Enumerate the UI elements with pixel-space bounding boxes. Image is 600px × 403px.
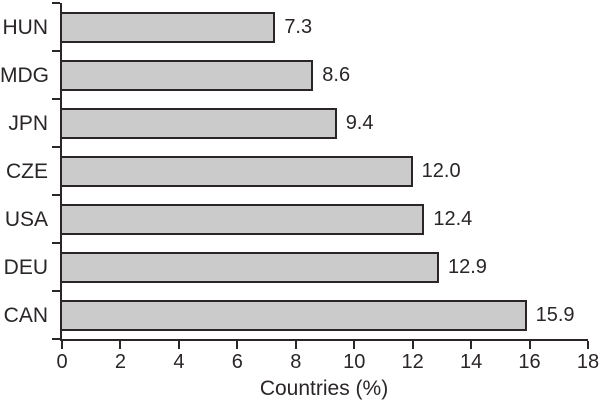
value-label: 8.6: [322, 63, 351, 86]
x-tick-label: 6: [231, 351, 243, 373]
x-tick-label: 8: [290, 351, 302, 373]
category-label: DEU: [3, 255, 48, 279]
y-axis-tick: [52, 2, 60, 4]
x-tick-label: 10: [343, 351, 366, 373]
x-axis-tick: [353, 341, 356, 349]
y-axis-tick: [52, 338, 60, 340]
x-tick-label: 12: [401, 351, 424, 373]
bar: [60, 155, 413, 187]
bar: [60, 299, 527, 331]
bar: [60, 107, 337, 139]
x-tick-label: 4: [173, 351, 185, 373]
y-axis-tick: [52, 146, 60, 148]
x-tick-label: 16: [518, 351, 541, 373]
value-label: 9.4: [345, 111, 374, 134]
x-axis-tick: [470, 341, 473, 349]
x-tick-label: 14: [459, 351, 483, 373]
value-label: 15.9: [535, 303, 575, 326]
category-label: JPN: [8, 111, 48, 135]
bar: [60, 251, 439, 283]
y-axis-tick: [52, 50, 60, 52]
y-axis-tick: [52, 98, 60, 100]
value-label: 12.0: [421, 159, 461, 182]
category-label: CAN: [3, 303, 48, 327]
bar: [60, 203, 425, 235]
value-label: 12.4: [433, 207, 473, 230]
x-tick-label: 18: [576, 351, 600, 373]
x-tick-label: 2: [114, 351, 126, 373]
bar: [60, 59, 314, 91]
category-label: HUN: [2, 15, 49, 39]
value-label: 7.3: [284, 15, 313, 38]
x-axis-tick: [411, 341, 414, 349]
x-axis-tick: [294, 341, 297, 349]
x-axis-tick: [177, 341, 180, 349]
category-label: MDG: [0, 63, 49, 87]
x-axis-tick: [61, 341, 63, 349]
y-axis-tick: [52, 194, 60, 196]
x-axis-tick: [528, 341, 531, 349]
value-label: 12.9: [447, 255, 487, 278]
category-label: CZE: [6, 159, 48, 183]
x-axis-title: Countries (%): [259, 377, 389, 400]
category-label: USA: [4, 207, 48, 231]
x-axis-tick: [119, 341, 122, 349]
x-tick-label: 0: [56, 351, 68, 373]
x-axis-tick: [236, 341, 239, 349]
bar: [60, 11, 276, 43]
y-axis-tick: [52, 290, 60, 292]
x-axis-tick: [587, 341, 589, 349]
y-axis-tick: [52, 242, 60, 244]
